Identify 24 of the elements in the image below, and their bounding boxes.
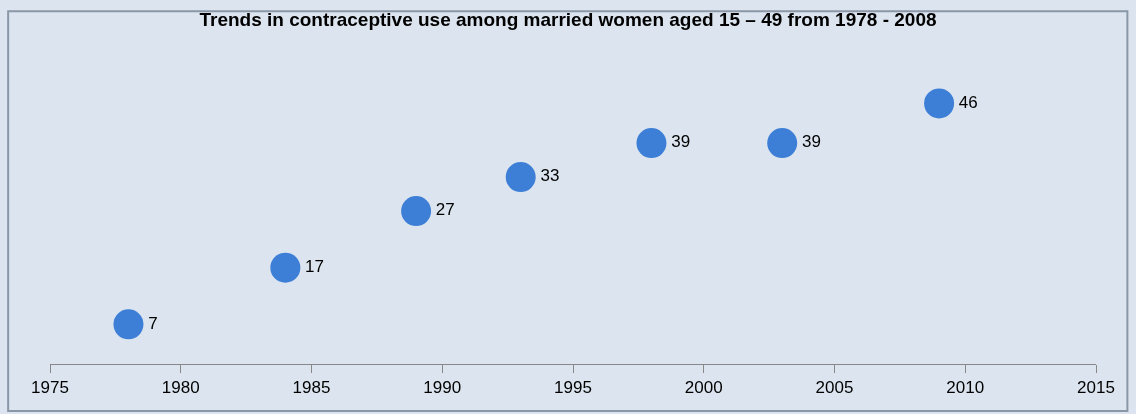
data-label: 17 [305, 256, 325, 276]
x-tick-label: 1980 [161, 378, 200, 398]
x-tick-label: 1995 [554, 378, 592, 398]
data-label: 33 [540, 166, 560, 186]
x-tick-label: 2000 [684, 378, 723, 398]
x-tick-label: 2005 [815, 378, 854, 398]
data-label: 39 [671, 132, 691, 152]
point [505, 162, 536, 193]
point [767, 128, 798, 159]
x-tick-label: 1985 [292, 378, 331, 398]
point [924, 88, 955, 119]
data-label: 7 [148, 313, 158, 333]
point [270, 252, 301, 283]
point [636, 128, 667, 159]
chart-title: Trends in contraceptive use among married women aged 15 – 49 from 1978 - 2008 [199, 8, 937, 30]
x-tick-label: 2010 [946, 378, 985, 398]
data-label: 46 [958, 92, 978, 112]
data-label: 39 [801, 132, 821, 152]
x-tick-label: 1975 [31, 378, 69, 398]
x-tick-label: 1990 [423, 378, 462, 398]
point [113, 309, 144, 340]
x-tick-label: 2015 [1077, 378, 1115, 398]
point [401, 196, 432, 227]
data-label: 27 [435, 200, 455, 220]
